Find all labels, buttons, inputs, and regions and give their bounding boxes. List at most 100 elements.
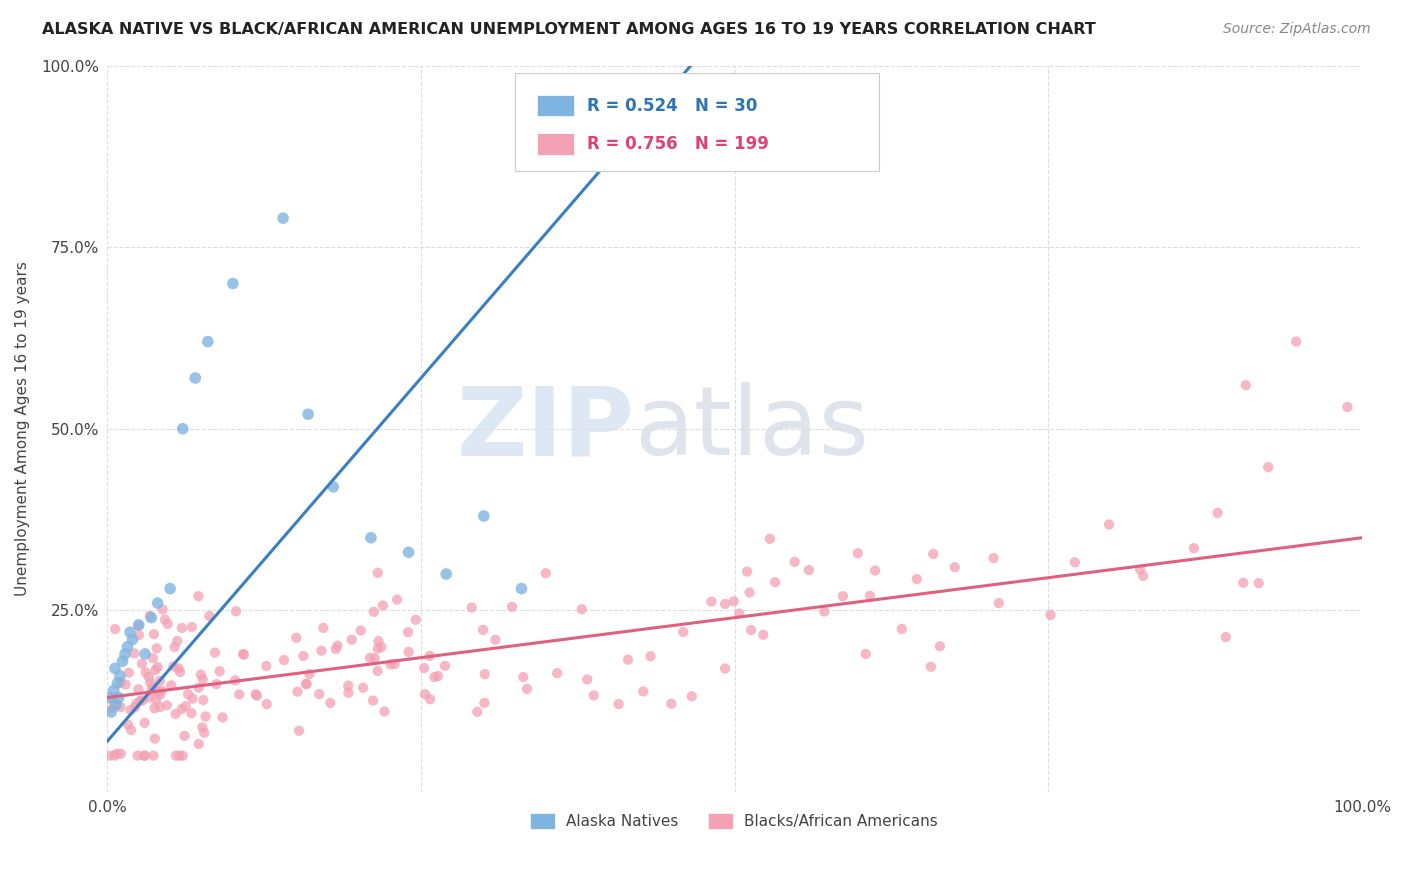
Point (1336, 400, 1358, 414)
Point (319, 696, 342, 710)
Point (472, 508, 495, 523)
Point (134, 748, 156, 763)
Point (371, 599, 394, 613)
Point (367, 641, 389, 656)
Point (571, 602, 593, 616)
Point (114, 647, 136, 661)
Legend: Alaska Natives, Blacks/African Americans: Alaska Natives, Blacks/African Americans (524, 808, 945, 835)
Point (723, 594, 745, 608)
Point (197, 334, 219, 349)
Point (285, 631, 308, 645)
Point (232, 647, 254, 661)
Point (352, 681, 374, 695)
Point (405, 613, 427, 627)
Point (162, 659, 184, 673)
Point (107, 676, 129, 690)
Point (434, 658, 457, 673)
Point (367, 634, 389, 648)
Point (159, 582, 181, 596)
Point (831, 589, 853, 603)
Point (138, 670, 160, 684)
Point (194, 709, 217, 723)
Point (131, 657, 153, 671)
Point (350, 624, 373, 638)
Point (139, 675, 162, 690)
Point (169, 748, 191, 763)
Point (117, 717, 139, 731)
Point (156, 698, 179, 713)
Point (1039, 607, 1062, 622)
Point (681, 690, 703, 704)
Point (129, 694, 152, 708)
Point (370, 640, 392, 654)
Point (180, 706, 202, 721)
Point (1247, 576, 1270, 591)
Point (534, 566, 557, 581)
Point (146, 660, 169, 674)
Point (149, 700, 172, 714)
Point (107, 690, 129, 705)
Point (1063, 555, 1085, 569)
Point (928, 639, 950, 653)
FancyBboxPatch shape (537, 95, 574, 117)
Point (152, 602, 174, 616)
Point (104, 748, 127, 763)
Point (1182, 541, 1205, 556)
Point (467, 705, 489, 719)
Text: ZIP: ZIP (457, 383, 634, 475)
Point (922, 547, 945, 561)
Point (149, 673, 172, 688)
Point (127, 748, 149, 763)
Point (180, 620, 202, 634)
Point (308, 687, 330, 701)
Point (423, 670, 446, 684)
Point (100, 705, 122, 719)
Point (1257, 460, 1279, 475)
Point (413, 661, 436, 675)
Point (322, 480, 344, 494)
Point (170, 702, 193, 716)
Point (245, 687, 267, 701)
Point (204, 646, 226, 660)
Text: R = 0.756   N = 199: R = 0.756 N = 199 (586, 135, 769, 153)
Point (165, 748, 187, 763)
Point (380, 657, 402, 672)
Point (714, 661, 737, 675)
Point (501, 599, 523, 614)
Point (288, 723, 311, 738)
Point (510, 582, 533, 596)
Point (190, 667, 212, 681)
Point (325, 642, 347, 657)
Point (1285, 334, 1308, 349)
Point (516, 681, 538, 696)
Point (163, 640, 186, 654)
Point (108, 669, 131, 683)
Point (228, 687, 250, 701)
Point (735, 565, 758, 579)
Point (114, 677, 136, 691)
Point (142, 680, 165, 694)
Point (728, 607, 751, 621)
Point (142, 627, 165, 641)
Point (1129, 563, 1152, 577)
Point (153, 613, 176, 627)
Point (797, 563, 820, 577)
Point (1206, 506, 1229, 520)
Point (127, 618, 149, 632)
Point (890, 622, 912, 636)
Point (474, 696, 496, 710)
Point (740, 623, 762, 637)
Point (184, 371, 207, 385)
Point (254, 659, 277, 673)
Point (124, 700, 146, 714)
Point (360, 531, 382, 545)
Point (738, 585, 761, 599)
Point (920, 659, 942, 673)
Point (385, 592, 408, 607)
Point (128, 618, 150, 632)
Point (752, 628, 775, 642)
Point (297, 407, 319, 421)
Point (187, 737, 209, 751)
Point (118, 665, 141, 680)
Point (1098, 517, 1121, 532)
